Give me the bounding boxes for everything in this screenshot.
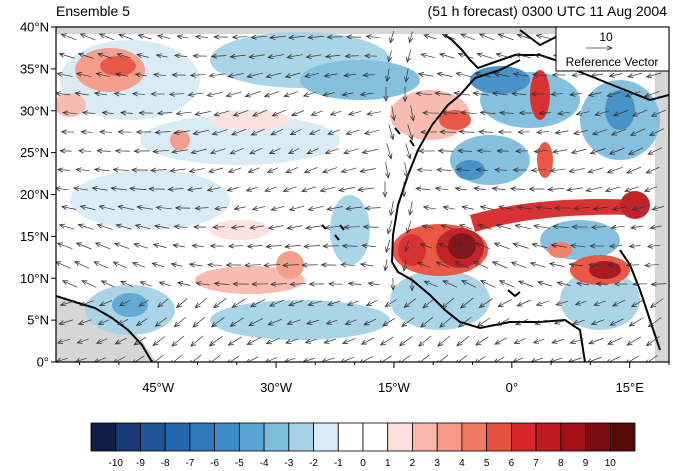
colorbar-label: 10 bbox=[605, 458, 617, 469]
lon-tick-label: 15°E bbox=[616, 380, 645, 395]
colorbar-label: -3 bbox=[284, 458, 293, 469]
latitude-axis: 40°N 35°N 30°N 25°N 20°N 15°N 10°N 5°N 0° bbox=[20, 20, 56, 370]
colorbar-label: 8 bbox=[558, 458, 564, 469]
colorbar-label: -5 bbox=[235, 458, 244, 469]
colorbar-swatch bbox=[263, 422, 290, 452]
colorbar-label: 9 bbox=[583, 458, 589, 469]
reference-vector-magnitude: 10 bbox=[599, 30, 613, 44]
colorbar: -10 -9 -8 -7 -6 -5 -4 -3 -2 -1 0 1 2 3 4 5 6 7 8 9 10 bbox=[90, 422, 636, 469]
colorbar-label: -9 bbox=[136, 458, 145, 469]
lat-tick-label: 20°N bbox=[20, 187, 49, 202]
lat-tick-label: 25°N bbox=[20, 145, 49, 160]
colorbar-swatch bbox=[609, 422, 636, 452]
colorbar-swatch bbox=[337, 422, 364, 452]
colorbar-swatch bbox=[115, 422, 141, 452]
colorbar-swatch bbox=[313, 422, 339, 452]
colorbar-swatch bbox=[535, 422, 562, 452]
colorbar-swatch bbox=[90, 422, 117, 452]
longitude-axis: 45°W 30°W 15°W 0° 15°E bbox=[79, 362, 670, 395]
reference-vector-box: 10 Reference Vector bbox=[555, 26, 670, 72]
lon-tick-label: 45°W bbox=[142, 380, 175, 395]
lat-tick-label: 15°N bbox=[20, 229, 49, 244]
lat-tick-label: 10°N bbox=[20, 271, 49, 286]
colorbar-label: 1 bbox=[385, 458, 391, 469]
colorbar-label: 3 bbox=[434, 458, 440, 469]
colorbar-swatch bbox=[461, 422, 488, 452]
colorbar-swatch bbox=[436, 422, 463, 452]
lon-tick-label: 30°W bbox=[260, 380, 293, 395]
lat-tick-label: 40°N bbox=[20, 20, 49, 35]
colorbar-swatch bbox=[214, 422, 240, 452]
colorbar-swatch bbox=[387, 422, 413, 452]
land-mask-north bbox=[56, 27, 669, 34]
colorbar-label: -1 bbox=[334, 458, 343, 469]
colorbar-label: -4 bbox=[260, 458, 269, 469]
colorbar-swatch bbox=[510, 422, 537, 452]
colorbar-label: 6 bbox=[509, 458, 515, 469]
colorbar-label: 4 bbox=[459, 458, 465, 469]
colorbar-label: 0 bbox=[360, 458, 366, 469]
lat-tick-label: 30°N bbox=[20, 103, 49, 118]
colorbar-swatch bbox=[560, 422, 586, 452]
colorbar-swatch bbox=[288, 422, 314, 452]
wind-vectors bbox=[56, 31, 667, 362]
reference-vector-label: Reference Vector bbox=[566, 55, 659, 69]
colorbar-swatch bbox=[238, 422, 265, 452]
lon-tick-label: 15°W bbox=[378, 380, 411, 395]
colorbar-label: 5 bbox=[484, 458, 490, 469]
land-mask-east bbox=[655, 27, 669, 362]
lon-tick-label: 0° bbox=[506, 380, 518, 395]
lat-tick-label: 5°N bbox=[27, 313, 49, 328]
colorbar-swatch bbox=[164, 422, 191, 452]
colorbar-swatch bbox=[362, 422, 389, 452]
colorbar-label: -7 bbox=[185, 458, 194, 469]
colorbar-swatch bbox=[486, 422, 512, 452]
colorbar-swatch bbox=[140, 422, 166, 452]
ensemble-title: Ensemble 5 bbox=[56, 3, 130, 19]
colorbar-label: 2 bbox=[410, 458, 416, 469]
colorbar-label: 7 bbox=[533, 458, 539, 469]
forecast-title: (51 h forecast) 0300 UTC 11 Aug 2004 bbox=[427, 3, 667, 19]
colorbar-swatch bbox=[189, 422, 216, 452]
colorbar-label: -8 bbox=[161, 458, 170, 469]
lat-tick-label: 0° bbox=[37, 355, 49, 370]
colorbar-swatch bbox=[412, 422, 438, 452]
colorbar-label: -6 bbox=[210, 458, 219, 469]
colorbar-label: -10 bbox=[109, 458, 124, 469]
colorbar-swatch bbox=[585, 422, 611, 452]
colorbar-label: -2 bbox=[309, 458, 318, 469]
lat-tick-label: 35°N bbox=[20, 61, 49, 76]
